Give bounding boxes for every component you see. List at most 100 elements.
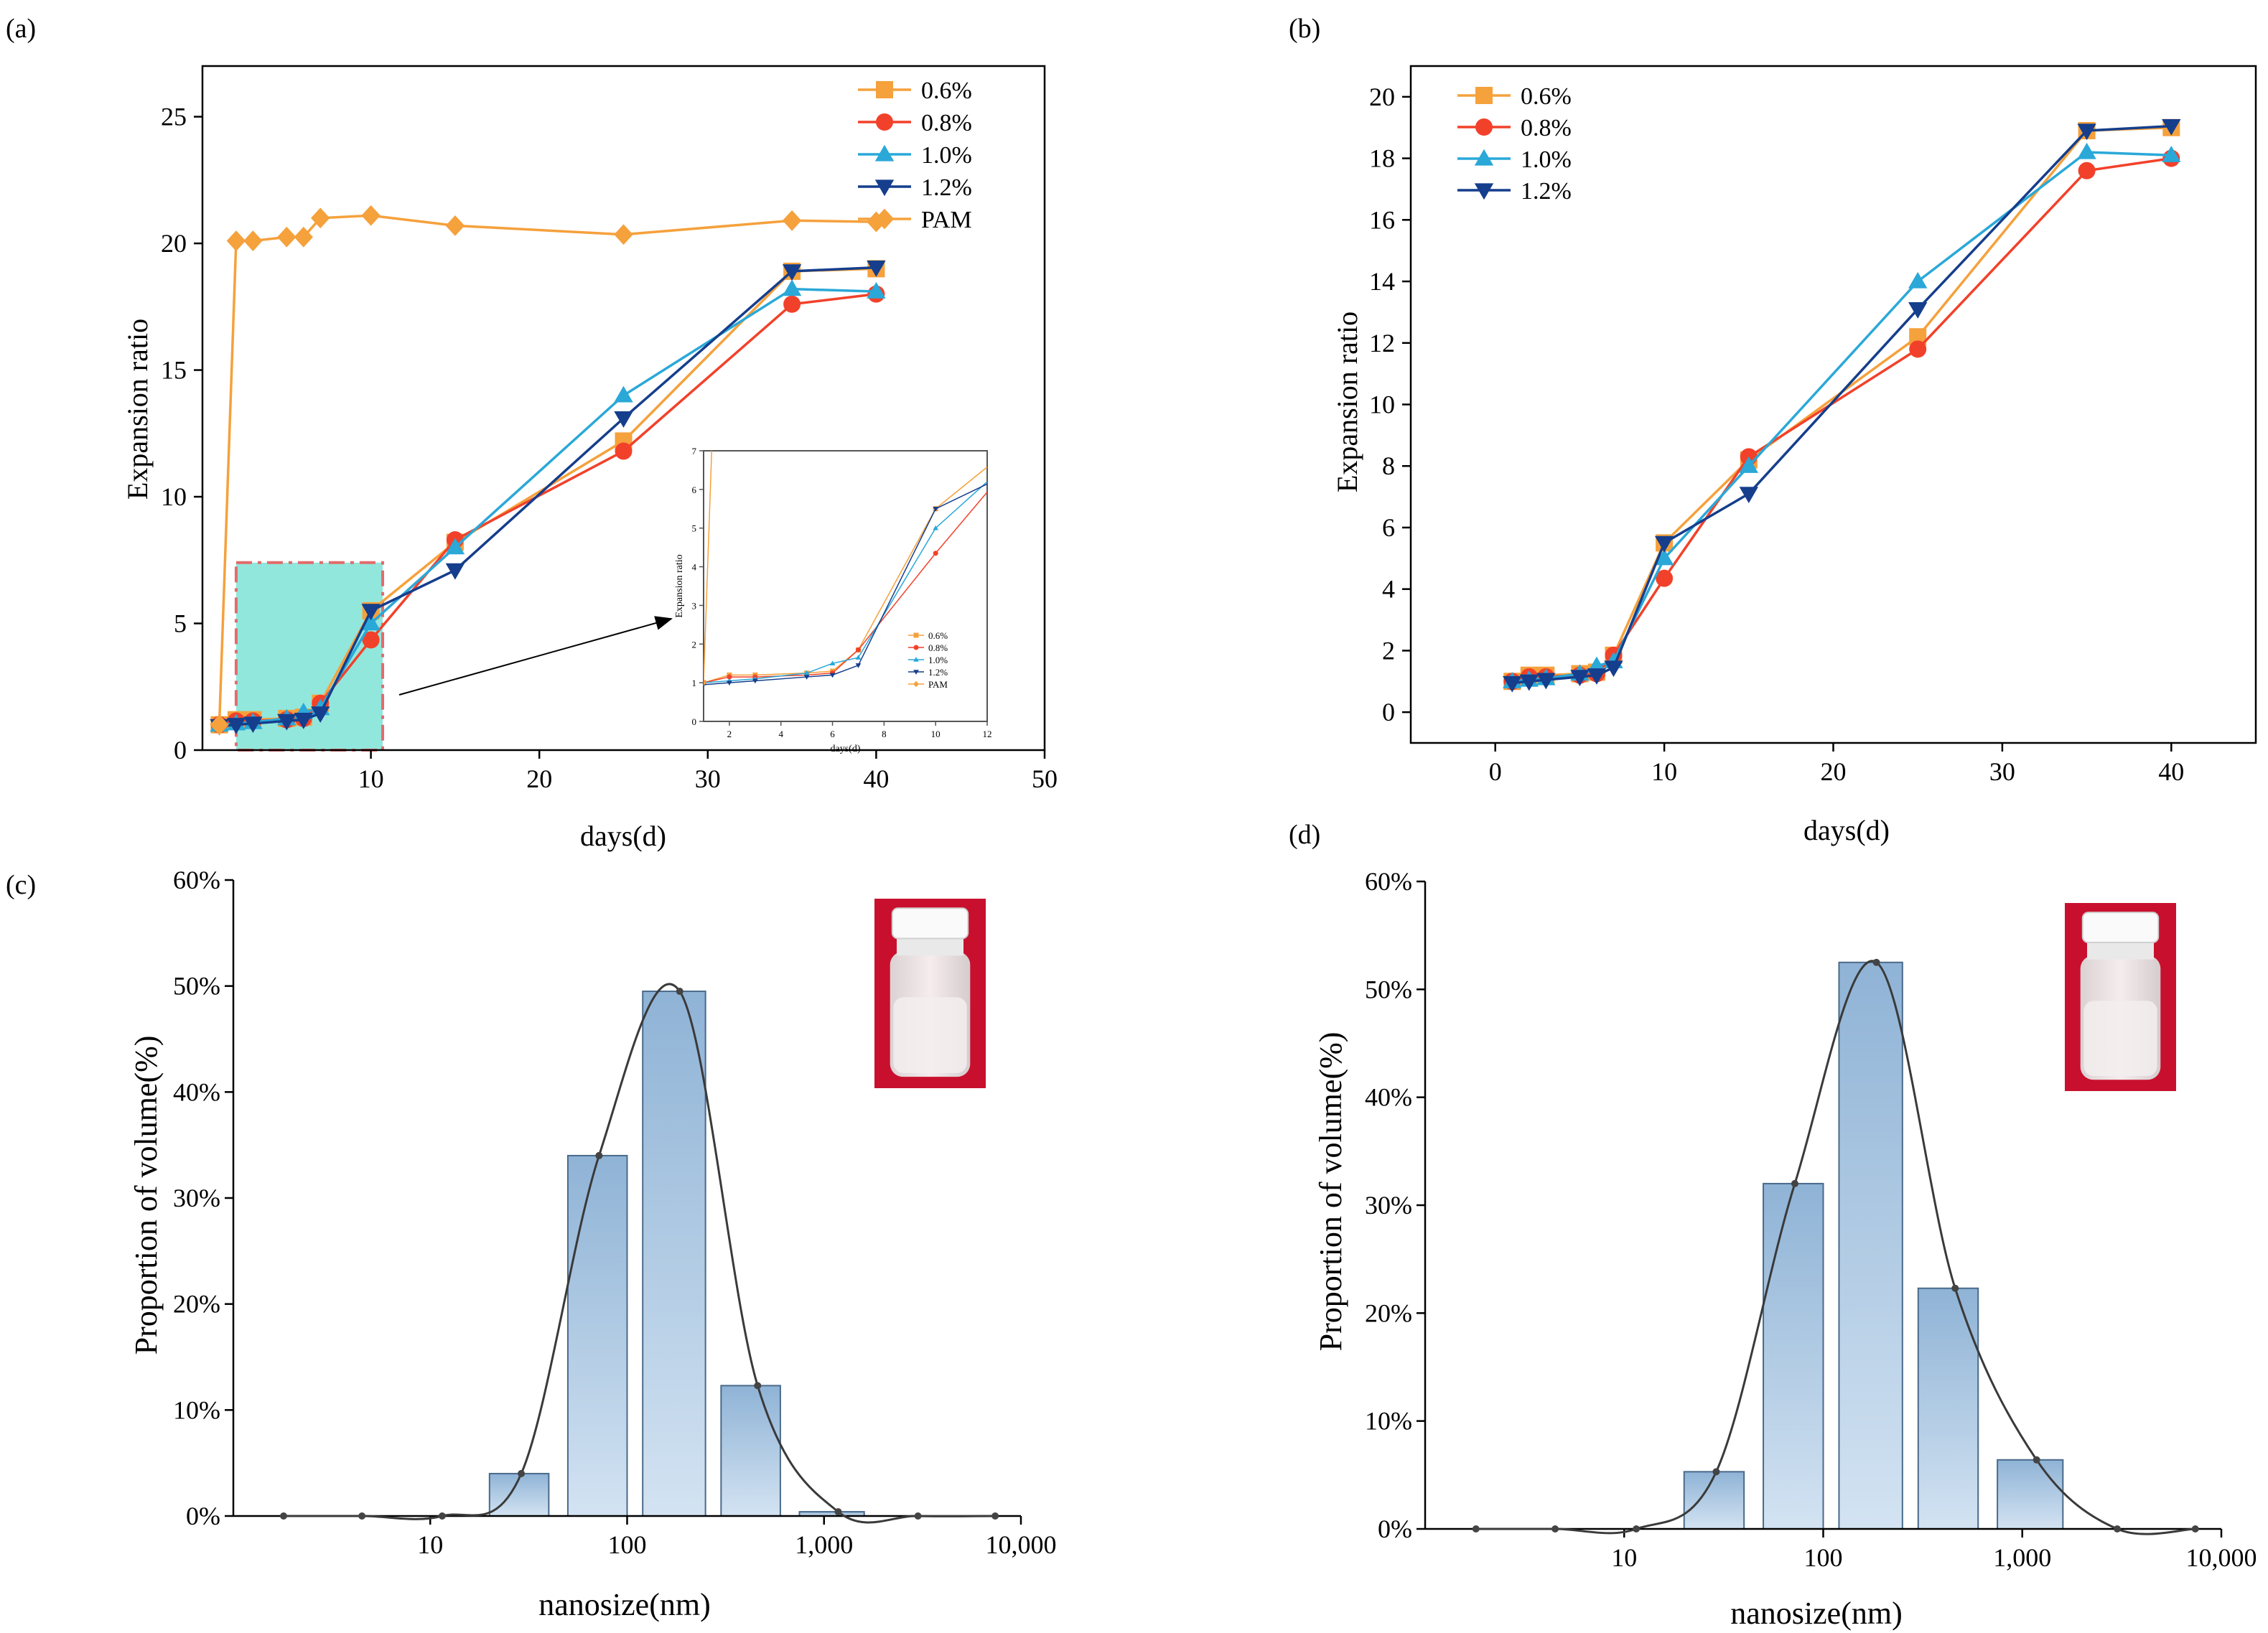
inset-legend-entry: PAM	[908, 679, 948, 690]
data-point	[727, 674, 732, 680]
y-tick-label: 12	[1369, 329, 1395, 357]
data-point	[361, 604, 381, 621]
y-tick-label: 0	[174, 736, 187, 764]
inset-x-tick-label: 10	[931, 729, 941, 739]
inset-line	[704, 481, 987, 683]
curve-point	[1872, 958, 1880, 966]
data-point	[2077, 142, 2096, 159]
data-point	[2162, 146, 2181, 162]
series-0.8%	[1503, 149, 2180, 691]
x-tick-label: 10	[1611, 1543, 1637, 1572]
data-point	[226, 718, 246, 734]
curve-point	[1551, 1525, 1559, 1533]
legend-label: 1.2%	[921, 174, 972, 201]
inset-line	[704, 467, 987, 683]
curve-point	[754, 1382, 762, 1390]
x-tick-label: 100	[1804, 1543, 1843, 1572]
legend-label: 1.0%	[1521, 146, 1572, 173]
panel-b: (b) 0 10 20 30 40 0 2 4 6 8 10 12 14 16 18 20 0.6% 0.8% 1.…	[1289, 14, 2257, 846]
data-point	[1475, 87, 1493, 104]
series-line	[1512, 151, 2172, 683]
vial-cap	[2081, 912, 2160, 944]
curve-point	[2191, 1525, 2199, 1533]
data-point	[867, 281, 886, 299]
curve-point	[1712, 1468, 1720, 1476]
data-point	[913, 670, 919, 675]
x-axis-label: days(d)	[1803, 814, 1890, 846]
inset-x-tick-label: 4	[778, 729, 783, 739]
inset-series	[704, 451, 987, 688]
curve-point	[1633, 1525, 1641, 1533]
panel-label: (c)	[6, 870, 36, 900]
series-1.0%	[1503, 142, 2181, 688]
x-axis-label: nanosize(nm)	[1730, 1596, 1902, 1631]
x-tick-label: 10,000	[986, 1530, 1057, 1559]
x-tick-label: 100	[608, 1530, 647, 1559]
curve-point	[595, 1151, 603, 1159]
data-point	[1656, 569, 1674, 587]
data-point	[311, 706, 330, 724]
x-tick-label: 40	[2158, 757, 2184, 786]
plot-area: 10 20 30 40 5005101520250.6%0.8%1.0%1.2%PAM2…	[161, 65, 1058, 793]
x-tick-label: 0	[1489, 757, 1502, 786]
bar	[1683, 1471, 1745, 1530]
data-point	[1519, 674, 1539, 691]
y-tick-label: 20	[1369, 83, 1395, 111]
data-point	[361, 614, 381, 631]
y-tick-label: 10	[161, 482, 187, 511]
data-point	[614, 411, 633, 428]
data-point	[1587, 668, 1607, 685]
vial-photo	[2065, 903, 2176, 1091]
data-point	[1908, 271, 1928, 289]
legend-label: 1.2%	[1521, 178, 1572, 205]
series-1.2%	[210, 261, 886, 736]
x-tick-label: 10	[1651, 757, 1677, 786]
data-point	[874, 179, 895, 197]
plot-area: 0 10 20 30 40 0 2 4 6 8 10 12 14 16 18 20 0.6% 0.8% 1.0% 1.…	[1369, 65, 2257, 786]
curve-point	[1791, 1179, 1798, 1187]
data-point	[752, 678, 758, 684]
inset-y-tick-label: 4	[692, 562, 697, 573]
panel-c: (c) 0% 10% 20% 30% 40% 50% 60% 10 100 1,000 10,000…	[6, 866, 1057, 1622]
data-point	[311, 207, 330, 229]
y-tick-label: 60%	[173, 866, 220, 894]
legend-entry: 1.0%	[1457, 146, 1572, 173]
y-tick-label: 40%	[1365, 1083, 1412, 1112]
inset-y-label: Expansion ratio	[674, 554, 685, 617]
y-tick-label: 6	[1382, 513, 1395, 542]
data-point	[1536, 673, 1556, 690]
data-point	[874, 144, 895, 162]
data-point	[782, 264, 802, 281]
y-tick-label: 15	[161, 356, 187, 385]
y-tick-label: 10%	[1365, 1407, 1412, 1436]
legend-entry: 1.2%	[858, 174, 972, 201]
series-1.2%	[1503, 118, 2181, 693]
vial-cap	[891, 907, 969, 940]
legend-entry: 1.2%	[1457, 178, 1572, 205]
y-tick-label: 50%	[173, 972, 220, 1001]
y-tick-label: 0%	[186, 1502, 220, 1530]
data-point	[803, 675, 810, 680]
data-point	[1474, 183, 1494, 200]
legend: 0.6% 0.8% 1.0% 1.2%	[1457, 83, 1572, 205]
data-point	[2077, 123, 2096, 141]
x-tick-label: 40	[863, 764, 889, 793]
vial-liquid	[893, 997, 967, 1073]
legend-entry: 0.8%	[858, 110, 972, 136]
legend-label: 0.6%	[921, 78, 972, 104]
data-point	[614, 385, 633, 403]
data-point	[1739, 457, 1758, 473]
x-axis-label: nanosize(nm)	[538, 1587, 710, 1622]
y-tick-label: 0%	[1378, 1515, 1412, 1543]
curve-point	[1472, 1525, 1480, 1533]
y-tick-label: 40%	[173, 1077, 220, 1106]
y-tick-label: 20	[161, 229, 187, 258]
curve-point	[2033, 1456, 2040, 1464]
data-point	[913, 632, 919, 638]
curve-point	[438, 1512, 446, 1520]
bar	[1997, 1459, 2064, 1530]
data-point	[933, 551, 938, 556]
data-point	[782, 279, 802, 296]
bar	[566, 1154, 628, 1517]
